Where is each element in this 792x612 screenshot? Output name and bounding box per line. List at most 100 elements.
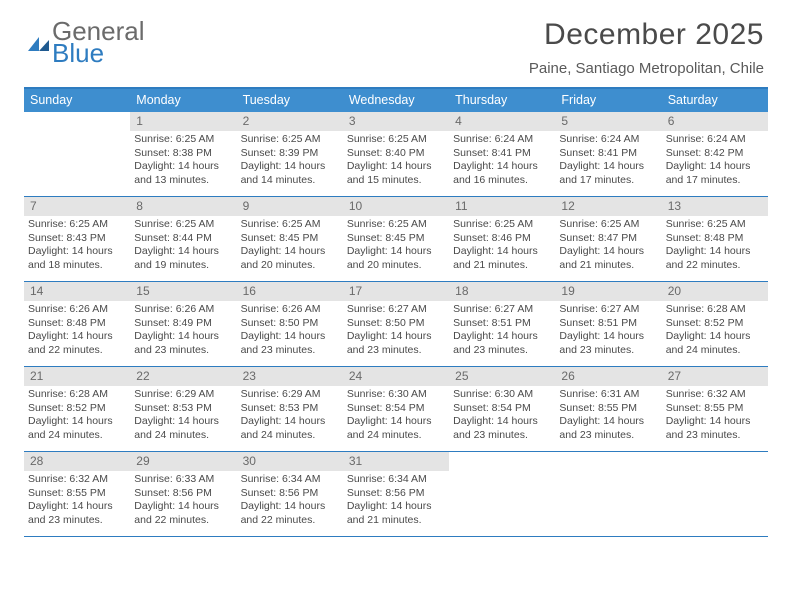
sunset-line: Sunset: 8:55 PM bbox=[28, 487, 126, 500]
day-number: 21 bbox=[24, 367, 130, 386]
calendar-day: 29Sunrise: 6:33 AMSunset: 8:56 PMDayligh… bbox=[130, 452, 236, 536]
daylight-line-1: Daylight: 14 hours bbox=[453, 415, 551, 428]
daylight-line-1: Daylight: 14 hours bbox=[241, 330, 339, 343]
daylight-line-1: Daylight: 14 hours bbox=[666, 415, 764, 428]
calendar-day: 16Sunrise: 6:26 AMSunset: 8:50 PMDayligh… bbox=[237, 282, 343, 366]
calendar-week: 14Sunrise: 6:26 AMSunset: 8:48 PMDayligh… bbox=[24, 282, 768, 367]
sunset-line: Sunset: 8:55 PM bbox=[559, 402, 657, 415]
calendar-day: 7Sunrise: 6:25 AMSunset: 8:43 PMDaylight… bbox=[24, 197, 130, 281]
daylight-line-1: Daylight: 14 hours bbox=[453, 330, 551, 343]
calendar-day: 25Sunrise: 6:30 AMSunset: 8:54 PMDayligh… bbox=[449, 367, 555, 451]
weekday-header: Monday bbox=[130, 89, 236, 112]
sunrise-line: Sunrise: 6:30 AM bbox=[453, 388, 551, 401]
sunrise-line: Sunrise: 6:29 AM bbox=[134, 388, 232, 401]
sunrise-line: Sunrise: 6:29 AM bbox=[241, 388, 339, 401]
daylight-line-2: and 23 minutes. bbox=[559, 344, 657, 357]
day-number: 7 bbox=[24, 197, 130, 216]
sunrise-line: Sunrise: 6:34 AM bbox=[347, 473, 445, 486]
day-number: 22 bbox=[130, 367, 236, 386]
day-number: 13 bbox=[662, 197, 768, 216]
day-number: 8 bbox=[130, 197, 236, 216]
daylight-line-1: Daylight: 14 hours bbox=[28, 245, 126, 258]
day-number: 23 bbox=[237, 367, 343, 386]
calendar-day: 8Sunrise: 6:25 AMSunset: 8:44 PMDaylight… bbox=[130, 197, 236, 281]
calendar-day-blank: 0 bbox=[662, 452, 768, 536]
sunset-line: Sunset: 8:56 PM bbox=[134, 487, 232, 500]
calendar-day: 3Sunrise: 6:25 AMSunset: 8:40 PMDaylight… bbox=[343, 112, 449, 196]
daylight-line-1: Daylight: 14 hours bbox=[241, 500, 339, 513]
calendar-day: 1Sunrise: 6:25 AMSunset: 8:38 PMDaylight… bbox=[130, 112, 236, 196]
day-number: 9 bbox=[237, 197, 343, 216]
month-title: December 2025 bbox=[529, 18, 764, 52]
sunrise-line: Sunrise: 6:26 AM bbox=[241, 303, 339, 316]
day-number: 29 bbox=[130, 452, 236, 471]
daylight-line-2: and 23 minutes. bbox=[453, 344, 551, 357]
sunrise-line: Sunrise: 6:27 AM bbox=[453, 303, 551, 316]
day-number: 27 bbox=[662, 367, 768, 386]
daylight-line-1: Daylight: 14 hours bbox=[559, 160, 657, 173]
daylight-line-2: and 20 minutes. bbox=[347, 259, 445, 272]
sunset-line: Sunset: 8:47 PM bbox=[559, 232, 657, 245]
daylight-line-1: Daylight: 14 hours bbox=[134, 245, 232, 258]
day-number: 4 bbox=[449, 112, 555, 131]
sunset-line: Sunset: 8:43 PM bbox=[28, 232, 126, 245]
daylight-line-2: and 24 minutes. bbox=[241, 429, 339, 442]
day-number: 28 bbox=[24, 452, 130, 471]
day-number: 25 bbox=[449, 367, 555, 386]
daylight-line-1: Daylight: 14 hours bbox=[666, 245, 764, 258]
sunset-line: Sunset: 8:51 PM bbox=[559, 317, 657, 330]
sunrise-line: Sunrise: 6:28 AM bbox=[28, 388, 126, 401]
sunrise-line: Sunrise: 6:25 AM bbox=[241, 218, 339, 231]
sunset-line: Sunset: 8:40 PM bbox=[347, 147, 445, 160]
daylight-line-2: and 20 minutes. bbox=[241, 259, 339, 272]
calendar-week: 01Sunrise: 6:25 AMSunset: 8:38 PMDayligh… bbox=[24, 112, 768, 197]
sunrise-line: Sunrise: 6:31 AM bbox=[559, 388, 657, 401]
sunset-line: Sunset: 8:45 PM bbox=[241, 232, 339, 245]
daylight-line-1: Daylight: 14 hours bbox=[559, 245, 657, 258]
daylight-line-2: and 24 minutes. bbox=[28, 429, 126, 442]
sunrise-line: Sunrise: 6:24 AM bbox=[559, 133, 657, 146]
calendar-day: 2Sunrise: 6:25 AMSunset: 8:39 PMDaylight… bbox=[237, 112, 343, 196]
daylight-line-2: and 17 minutes. bbox=[559, 174, 657, 187]
daylight-line-1: Daylight: 14 hours bbox=[241, 245, 339, 258]
sunset-line: Sunset: 8:44 PM bbox=[134, 232, 232, 245]
sunrise-line: Sunrise: 6:25 AM bbox=[666, 218, 764, 231]
calendar-day: 26Sunrise: 6:31 AMSunset: 8:55 PMDayligh… bbox=[555, 367, 661, 451]
logo-mark-icon bbox=[28, 33, 50, 51]
day-number: 15 bbox=[130, 282, 236, 301]
sunset-line: Sunset: 8:46 PM bbox=[453, 232, 551, 245]
calendar-day: 13Sunrise: 6:25 AMSunset: 8:48 PMDayligh… bbox=[662, 197, 768, 281]
day-number: 12 bbox=[555, 197, 661, 216]
daylight-line-1: Daylight: 14 hours bbox=[134, 160, 232, 173]
sunset-line: Sunset: 8:53 PM bbox=[134, 402, 232, 415]
day-number: 16 bbox=[237, 282, 343, 301]
day-number: 26 bbox=[555, 367, 661, 386]
sunrise-line: Sunrise: 6:24 AM bbox=[453, 133, 551, 146]
daylight-line-2: and 17 minutes. bbox=[666, 174, 764, 187]
daylight-line-2: and 16 minutes. bbox=[453, 174, 551, 187]
daylight-line-1: Daylight: 14 hours bbox=[241, 160, 339, 173]
daylight-line-1: Daylight: 14 hours bbox=[666, 160, 764, 173]
day-number: 31 bbox=[343, 452, 449, 471]
calendar-day: 21Sunrise: 6:28 AMSunset: 8:52 PMDayligh… bbox=[24, 367, 130, 451]
calendar-day-blank: 0 bbox=[449, 452, 555, 536]
sunset-line: Sunset: 8:50 PM bbox=[347, 317, 445, 330]
daylight-line-2: and 14 minutes. bbox=[241, 174, 339, 187]
sunset-line: Sunset: 8:56 PM bbox=[347, 487, 445, 500]
calendar: SundayMondayTuesdayWednesdayThursdayFrid… bbox=[24, 87, 768, 537]
day-number: 10 bbox=[343, 197, 449, 216]
calendar-day: 31Sunrise: 6:34 AMSunset: 8:56 PMDayligh… bbox=[343, 452, 449, 536]
sunrise-line: Sunrise: 6:33 AM bbox=[134, 473, 232, 486]
sunrise-line: Sunrise: 6:27 AM bbox=[347, 303, 445, 316]
calendar-day: 14Sunrise: 6:26 AMSunset: 8:48 PMDayligh… bbox=[24, 282, 130, 366]
sunrise-line: Sunrise: 6:32 AM bbox=[666, 388, 764, 401]
daylight-line-2: and 24 minutes. bbox=[134, 429, 232, 442]
daylight-line-2: and 22 minutes. bbox=[666, 259, 764, 272]
sunrise-line: Sunrise: 6:28 AM bbox=[666, 303, 764, 316]
calendar-day-blank: 0 bbox=[24, 112, 130, 196]
calendar-day: 19Sunrise: 6:27 AMSunset: 8:51 PMDayligh… bbox=[555, 282, 661, 366]
sunrise-line: Sunrise: 6:25 AM bbox=[347, 218, 445, 231]
sunset-line: Sunset: 8:48 PM bbox=[28, 317, 126, 330]
weekday-header: Wednesday bbox=[343, 89, 449, 112]
sunset-line: Sunset: 8:39 PM bbox=[241, 147, 339, 160]
